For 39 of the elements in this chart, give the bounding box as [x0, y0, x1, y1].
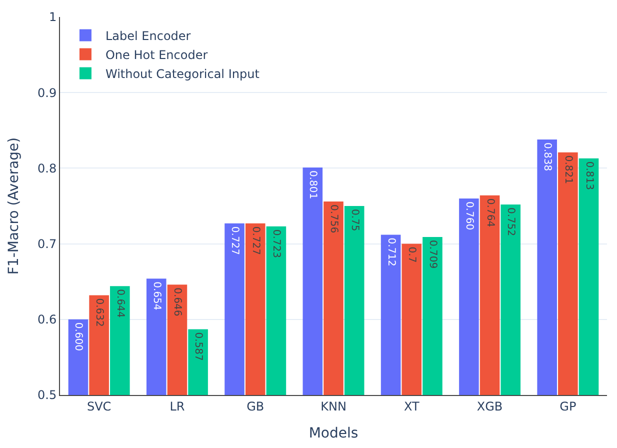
- y-tick-label: 0.5: [38, 388, 57, 402]
- data-label: 0.727: [229, 226, 240, 256]
- data-label: 0.760: [463, 201, 474, 230]
- data-label: 0.7: [406, 246, 418, 263]
- data-label: 0.709: [426, 240, 438, 269]
- data-label: 0.727: [250, 226, 261, 256]
- y-tick-label: 1: [48, 10, 57, 24]
- data-label: 0.632: [94, 298, 105, 327]
- y-tick-label: 0.7: [38, 237, 57, 251]
- x-tick-label: XGB: [476, 399, 503, 414]
- data-label: 0.813: [583, 161, 594, 190]
- data-label: 0.801: [307, 170, 318, 200]
- x-tick-label: XT: [404, 399, 420, 414]
- legend-label: Without Categorical Input: [105, 66, 260, 81]
- data-label: 0.644: [114, 289, 126, 318]
- x-tick-label: GB: [246, 399, 264, 414]
- x-tick-label: LR: [170, 399, 185, 414]
- data-label: 0.75: [348, 209, 360, 232]
- data-label: 0.654: [150, 282, 162, 310]
- data-label: 0.756: [328, 204, 339, 234]
- data-label: 0.600: [72, 322, 84, 352]
- legend-label: One Hot Encoder: [105, 48, 208, 62]
- y-axis-title: F1-Macro (Average): [6, 137, 22, 275]
- data-label: 0.712: [385, 238, 396, 266]
- x-tick-label: GP: [560, 399, 576, 414]
- data-label: 0.752: [505, 207, 516, 236]
- data-label: 0.587: [192, 332, 204, 361]
- data-label: 0.646: [172, 288, 183, 316]
- y-tick-label: 0.6: [38, 312, 57, 327]
- x-tick-label: KNN: [320, 399, 346, 414]
- data-label: 0.723: [270, 229, 282, 258]
- data-label: 0.821: [562, 155, 574, 184]
- data-label: 0.764: [484, 198, 496, 228]
- data-label: 0.838: [542, 142, 553, 172]
- legend-label: Label Encoder: [105, 28, 191, 43]
- x-axis-title: Models: [308, 426, 358, 442]
- y-tick-label: 0.9: [38, 86, 57, 100]
- x-tick-label: SVC: [86, 399, 112, 414]
- y-tick-label: 0.8: [38, 161, 57, 176]
